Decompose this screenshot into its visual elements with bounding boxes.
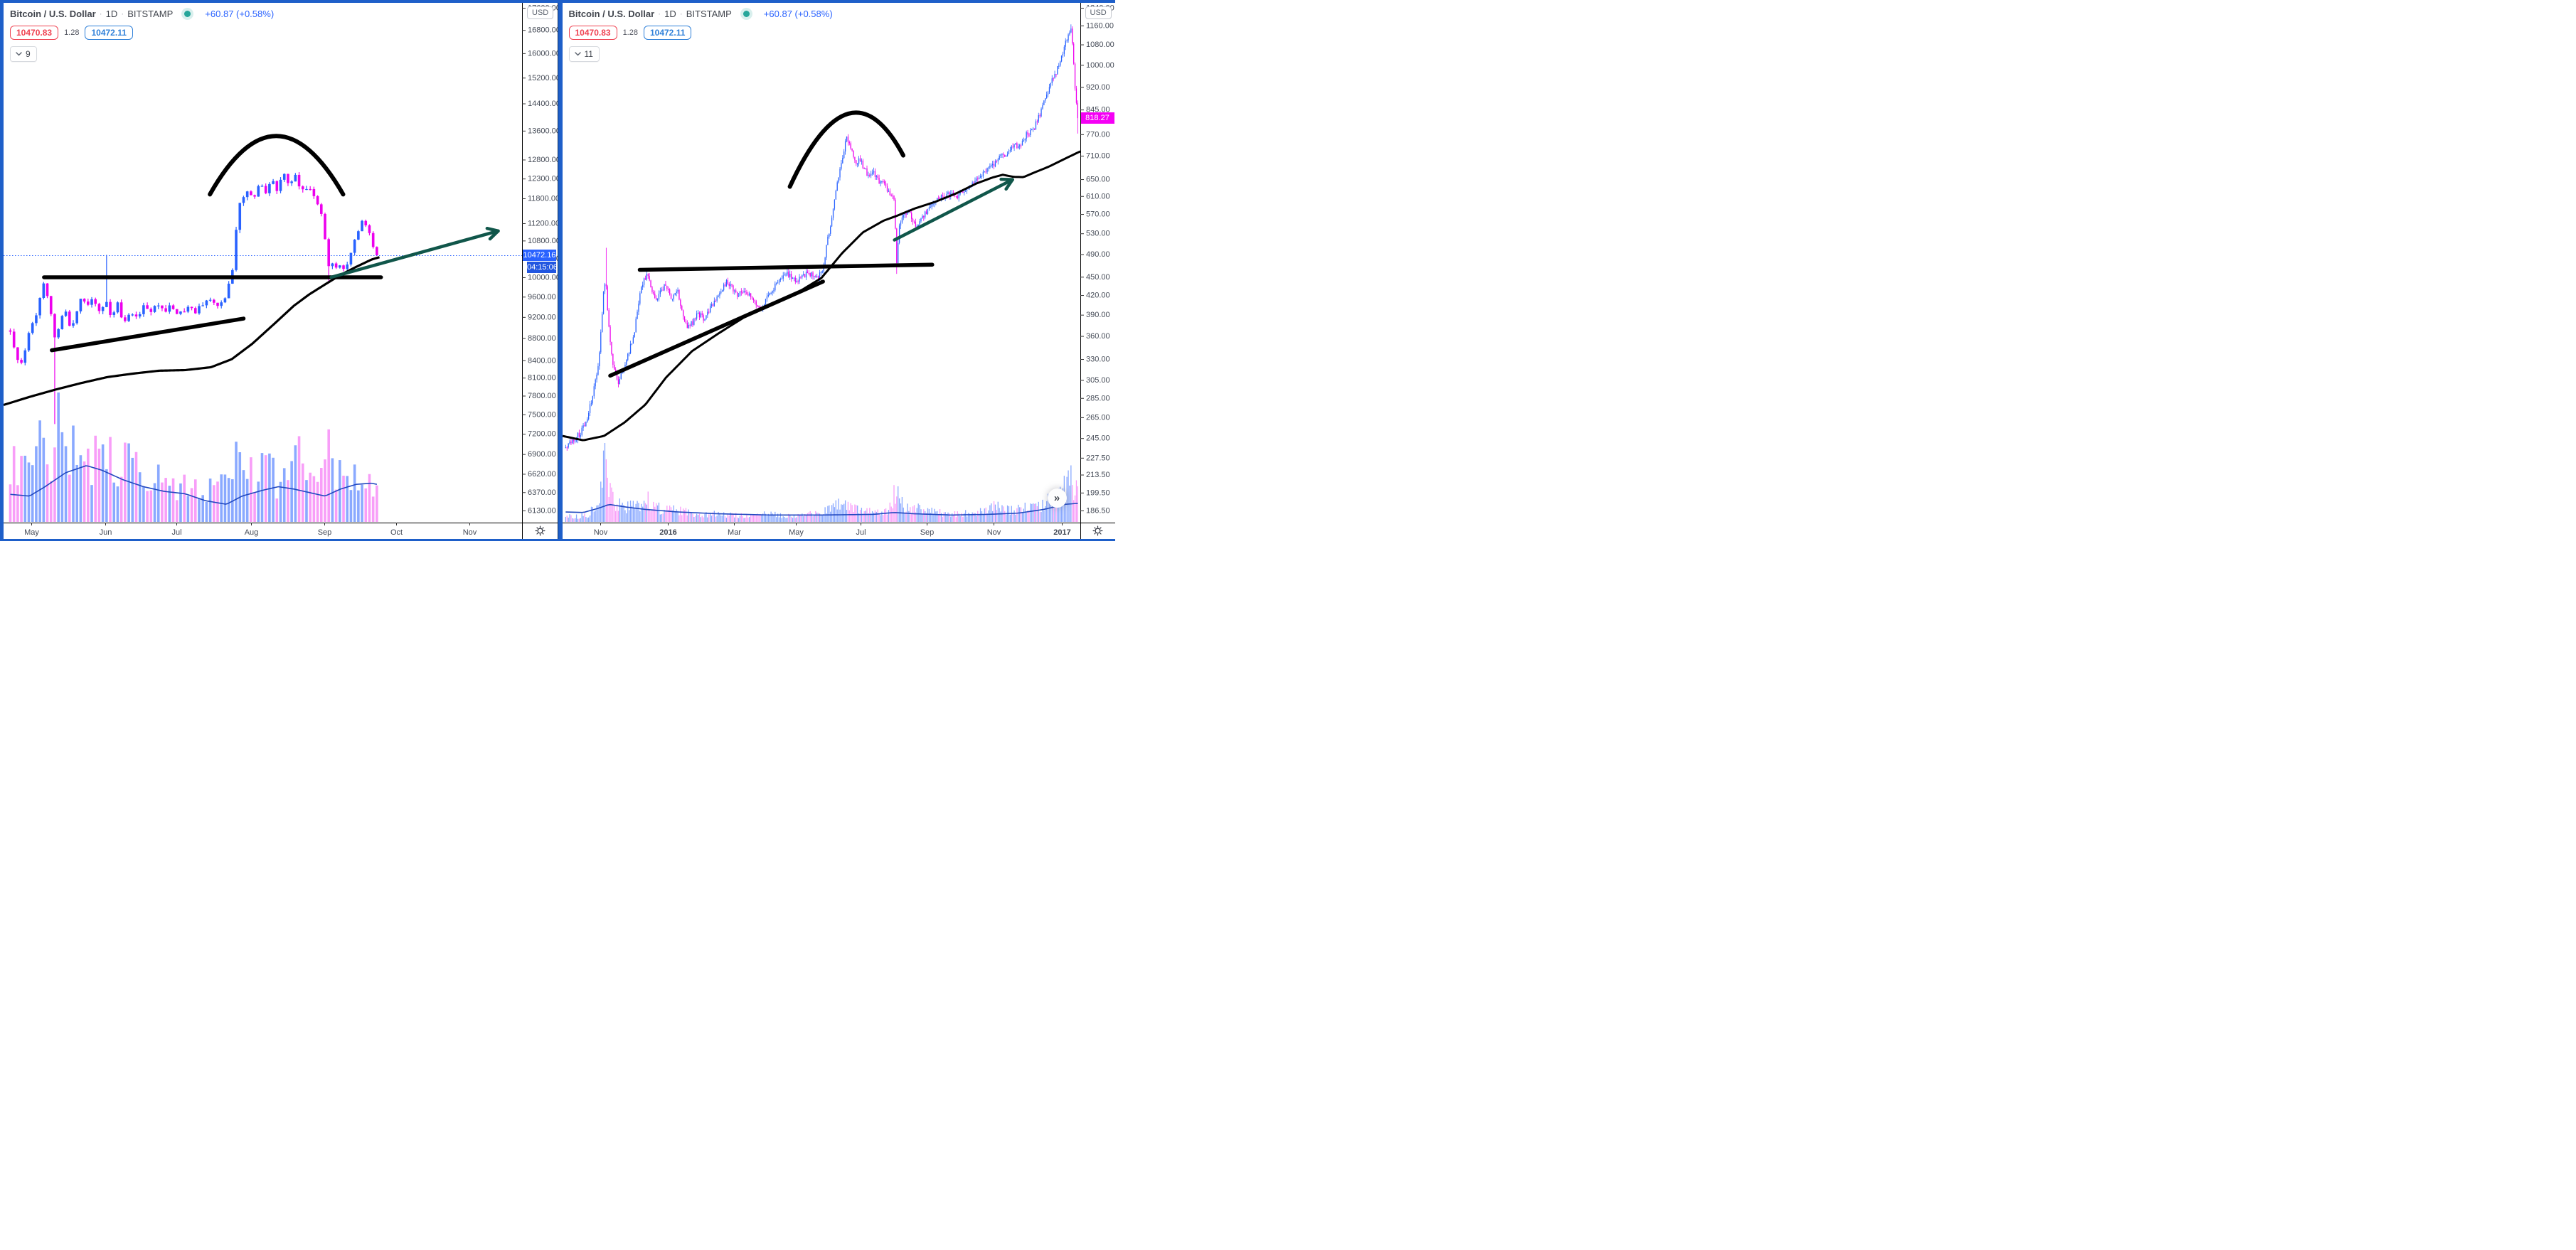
frame-border-top bbox=[0, 0, 1115, 3]
indicator-count: 11 bbox=[584, 49, 593, 59]
chart-panel-right: Bitcoin / U.S. Dollar · 1D · BITSTAMP +6… bbox=[562, 3, 1115, 539]
chart-legend: Bitcoin / U.S. Dollar · 1D · BITSTAMP +6… bbox=[568, 6, 833, 62]
last-price-label: 818.27 bbox=[1080, 112, 1114, 124]
legend-separator: · bbox=[121, 9, 124, 18]
chevron-down-icon bbox=[574, 52, 581, 56]
chart-panel-left: Bitcoin / U.S. Dollar · 1D · BITSTAMP +6… bbox=[4, 3, 558, 539]
indicator-count: 9 bbox=[26, 49, 31, 59]
legend-separator: · bbox=[99, 9, 102, 18]
panel-divider[interactable] bbox=[557, 0, 563, 541]
indicators-dropdown[interactable]: 11 bbox=[568, 46, 600, 62]
legend-separator: · bbox=[679, 9, 683, 18]
tradingview-split-view: Bitcoin / U.S. Dollar · 1D · BITSTAMP +6… bbox=[0, 0, 1115, 541]
spread-value: 1.28 bbox=[622, 28, 638, 37]
indicators-dropdown[interactable]: 9 bbox=[10, 46, 37, 62]
ask-price-chip: 10472.11 bbox=[85, 26, 133, 40]
price-change-label: +60.87 (+0.58%) bbox=[763, 8, 833, 19]
bid-price-chip: 10470.83 bbox=[568, 26, 617, 40]
double-chevron-right-icon: » bbox=[1053, 492, 1060, 504]
restore-charts-button[interactable]: » bbox=[1047, 488, 1067, 508]
settings-gear-icon[interactable] bbox=[1091, 523, 1105, 538]
market-status-dot bbox=[743, 10, 750, 17]
spread-value: 1.28 bbox=[64, 28, 80, 37]
chart-legend: Bitcoin / U.S. Dollar · 1D · BITSTAMP +6… bbox=[10, 6, 274, 62]
last-price-label: 10472.16 bbox=[523, 250, 556, 262]
currency-unit-button[interactable]: USD bbox=[1085, 6, 1112, 19]
price-change-label: +60.87 (+0.58%) bbox=[205, 8, 275, 19]
bid-price-chip: 10470.83 bbox=[10, 26, 59, 40]
exchange-label[interactable]: BITSTAMP bbox=[127, 8, 174, 19]
market-status-dot bbox=[184, 10, 191, 17]
legend-separator: · bbox=[658, 9, 661, 18]
price-chart-canvas[interactable] bbox=[4, 3, 558, 539]
settings-gear-icon[interactable] bbox=[533, 523, 547, 538]
interval-label[interactable]: 1D bbox=[664, 8, 676, 19]
price-chart-canvas[interactable] bbox=[562, 3, 1115, 539]
frame-border-bottom bbox=[0, 539, 1115, 541]
symbol-title[interactable]: Bitcoin / U.S. Dollar bbox=[568, 8, 655, 19]
chevron-down-icon bbox=[16, 52, 22, 56]
interval-label[interactable]: 1D bbox=[105, 8, 118, 19]
exchange-label[interactable]: BITSTAMP bbox=[686, 8, 732, 19]
symbol-title[interactable]: Bitcoin / U.S. Dollar bbox=[10, 8, 96, 19]
currency-unit-button[interactable]: USD bbox=[527, 6, 554, 19]
frame-border-left bbox=[0, 0, 4, 541]
bar-countdown-label: 04:15:06 bbox=[527, 262, 558, 274]
ask-price-chip: 10472.11 bbox=[643, 26, 692, 40]
